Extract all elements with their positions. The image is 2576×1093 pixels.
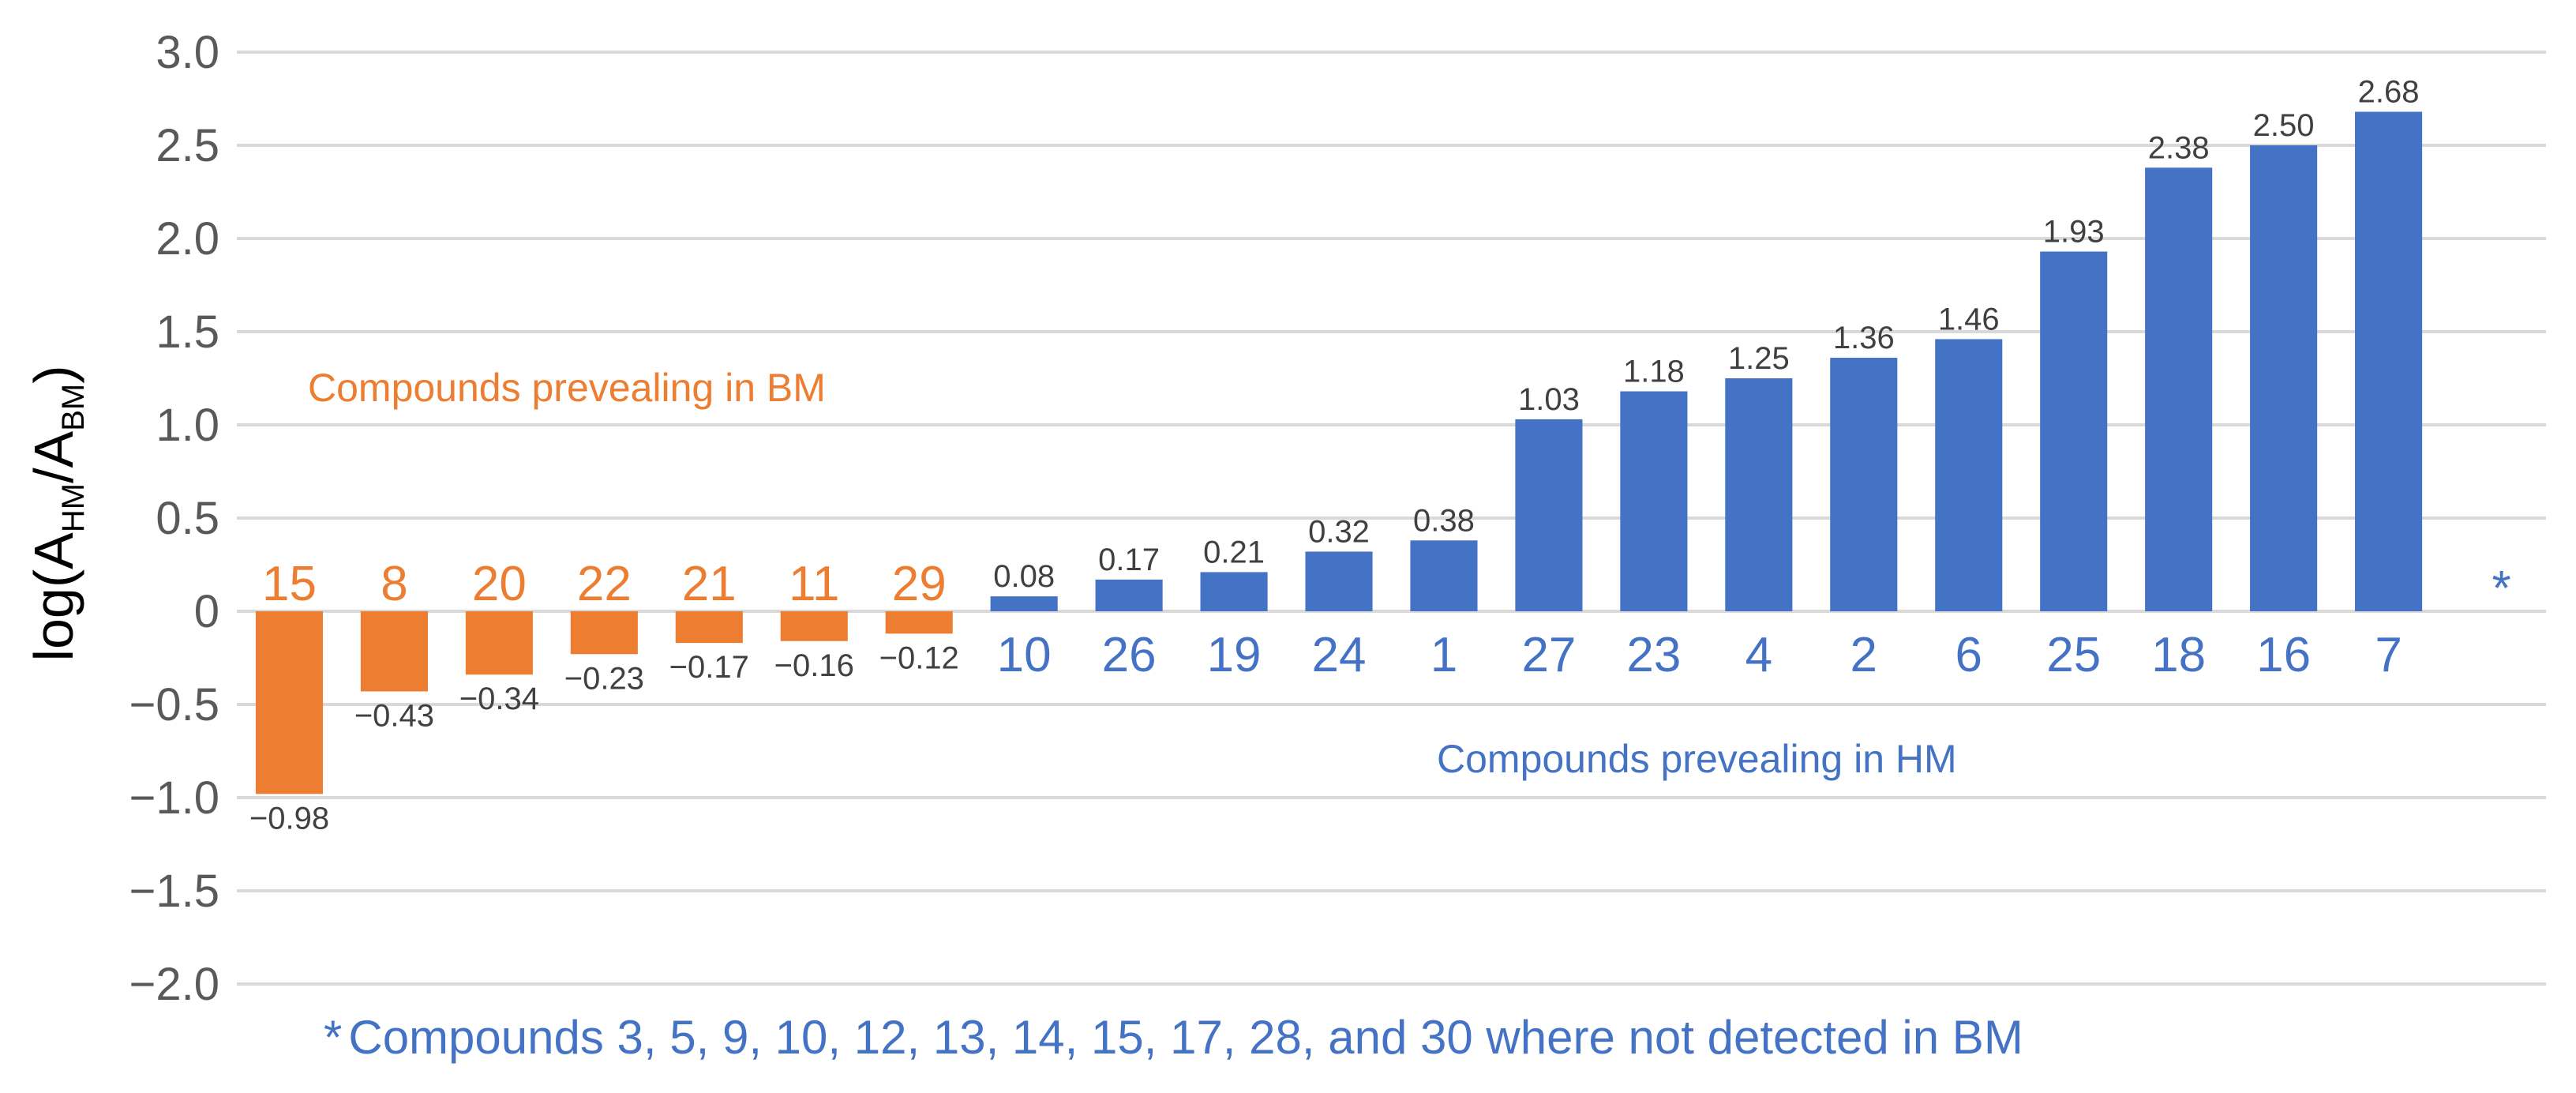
bar-29 [885,611,953,634]
value-label-29: −0.12 [879,640,959,675]
category-label-19: 19 [1207,628,1262,682]
annotation-hm: Compounds prevealing in HM [1437,737,1957,781]
category-label-20: 20 [472,557,527,611]
bar-16 [2250,145,2318,611]
y-axis-title-middle: /A [23,430,84,483]
category-label-1: 1 [1430,628,1457,682]
bar-23 [1620,391,1688,611]
value-label-4: 1.25 [1728,341,1790,376]
footnote-marker: * [324,1011,342,1064]
value-label-18: 2.38 [2148,130,2210,165]
y-tick-label: 0.5 [156,493,219,544]
category-label-27: 27 [1521,628,1576,682]
value-label-7: 2.68 [2358,75,2420,110]
y-tick-label: 3.0 [156,27,219,78]
value-label-20: −0.34 [459,682,539,716]
footnote-text: Compounds 3, 5, 9, 10, 12, 13, 14, 15, 1… [348,1011,2023,1064]
bar-7 [2355,111,2423,611]
value-label-21: −0.17 [669,650,749,685]
category-label-15: 15 [262,557,317,611]
bar-1 [1410,540,1478,611]
value-label-26: 0.17 [1098,543,1160,577]
y-axis-title-sub1: HM [56,483,91,532]
footnote: * Compounds 3, 5, 9, 10, 12, 13, 14, 15, … [324,1011,2023,1064]
bars [255,111,2423,794]
y-tick-label: 1.0 [156,400,219,451]
bar-24 [1305,551,1373,611]
category-label-21: 21 [682,557,737,611]
value-label-8: −0.43 [354,698,434,733]
value-label-19: 0.21 [1203,535,1265,569]
bar-22 [570,611,638,655]
category-label-22: 22 [577,557,632,611]
value-label-24: 0.32 [1308,514,1370,549]
value-label-16: 2.50 [2253,108,2315,143]
y-axis-ticks: 3.0 2.5 2.0 1.5 1.0 0.5 0 −0.5 −1.0 −1.5 −2.0 [129,27,220,1010]
bar-6 [1935,339,2003,611]
category-label-26: 26 [1102,628,1157,682]
y-axis-title: log(AHM/ABM) [23,365,91,661]
y-tick-label: 2.5 [156,120,219,171]
value-label-23: 1.18 [1623,355,1685,389]
bar-18 [2145,167,2213,611]
y-tick-label: 0 [194,586,219,637]
bar-4 [1725,378,1793,611]
category-label-11: 11 [789,557,839,611]
category-label-4: 4 [1745,628,1772,682]
category-label-24: 24 [1312,628,1367,682]
y-tick-label: 1.5 [156,306,219,358]
bar-20 [465,611,533,675]
bar-2 [1830,358,1898,611]
bar-26 [1095,579,1163,611]
annotation-bm: Compounds prevealing in BM [308,366,826,410]
y-axis-title-suffix: ) [23,365,84,383]
value-label-15: −0.98 [249,801,329,836]
bar-11 [780,611,848,641]
category-label-18: 18 [2151,628,2206,682]
category-label-25: 25 [2046,628,2101,682]
bar-8 [360,611,428,692]
category-label-7: 7 [2375,628,2402,682]
category-label-2: 2 [1850,628,1877,682]
category-label-10: 10 [997,628,1052,682]
y-tick-label: −2.0 [129,959,220,1010]
category-label-asterisk: * [2492,562,2510,616]
value-label-25: 1.93 [2043,215,2105,250]
y-tick-label: −1.5 [129,866,220,917]
bar-10 [990,596,1058,611]
value-label-22: −0.23 [564,661,644,696]
y-axis-title-sub2: BM [56,384,91,431]
bar-19 [1200,572,1268,611]
value-label-2: 1.36 [1833,321,1895,355]
value-label-6: 1.46 [1938,302,2000,336]
y-axis-title-prefix: log(A [23,532,84,662]
category-label-23: 23 [1626,628,1681,682]
bar-15 [255,611,324,794]
bar-27 [1515,419,1583,611]
bar-25 [2040,251,2108,611]
value-label-1: 0.38 [1413,503,1475,538]
bar-labels: −0.9815−0.438−0.3420−0.2322−0.1721−0.161… [249,75,2511,836]
category-label-6: 6 [1955,628,1982,682]
value-label-11: −0.16 [774,648,854,683]
value-label-27: 1.03 [1518,382,1580,417]
category-label-8: 8 [381,557,407,611]
bar-21 [675,611,743,644]
category-label-29: 29 [892,557,947,611]
y-tick-label: 2.0 [156,213,219,265]
value-label-10: 0.08 [993,559,1055,594]
y-tick-label: −0.5 [129,679,220,731]
y-tick-label: −1.0 [129,772,220,824]
category-label-16: 16 [2256,628,2311,682]
